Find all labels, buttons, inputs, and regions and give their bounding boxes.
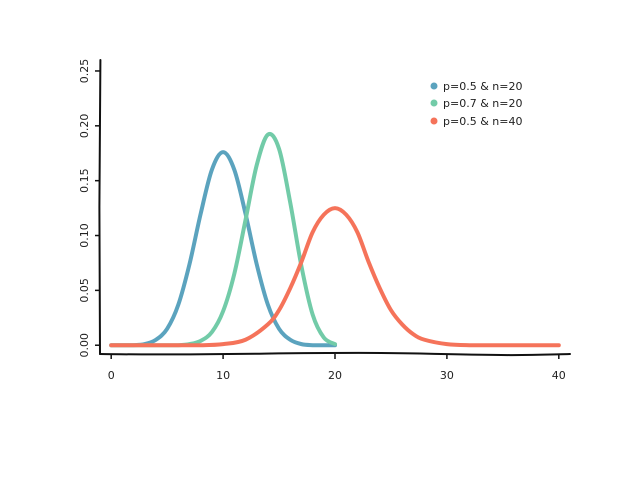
- series-line-2: [109, 131, 337, 348]
- y-tick-label: 0.00: [78, 333, 91, 358]
- y-tick-label: 0.15: [78, 168, 91, 193]
- axes: 0 10 20 30 40 0.00 0.05 0.10 0.15 0.20 0.25: [78, 59, 571, 382]
- legend-label: p=0.7 & n=20: [443, 97, 522, 110]
- series-line-3: [109, 206, 561, 348]
- x-axis: [99, 351, 571, 357]
- y-tick-label: 0.20: [78, 114, 91, 139]
- y-axis: [98, 59, 102, 355]
- legend-item: p=0.7 & n=20: [430, 97, 522, 110]
- legend-item: p=0.5 & n=20: [430, 80, 522, 93]
- x-tick-label: 30: [440, 369, 454, 382]
- legend-label: p=0.5 & n=20: [443, 80, 522, 93]
- series-group: [109, 131, 561, 348]
- x-tick-label: 40: [552, 369, 566, 382]
- x-tick-label: 10: [216, 369, 230, 382]
- legend-marker: [430, 117, 438, 125]
- x-tick-label: 0: [108, 369, 115, 382]
- x-tick-label: 20: [328, 369, 342, 382]
- legend: p=0.5 & n=20 p=0.7 & n=20 p=0.5 & n=40: [430, 80, 522, 128]
- legend-label: p=0.5 & n=40: [443, 115, 522, 128]
- legend-item: p=0.5 & n=40: [430, 115, 522, 128]
- y-tick-label: 0.25: [78, 59, 91, 84]
- legend-marker: [430, 99, 438, 107]
- y-tick-label: 0.10: [78, 223, 91, 248]
- legend-marker: [430, 82, 438, 90]
- y-tick-label: 0.05: [78, 278, 91, 303]
